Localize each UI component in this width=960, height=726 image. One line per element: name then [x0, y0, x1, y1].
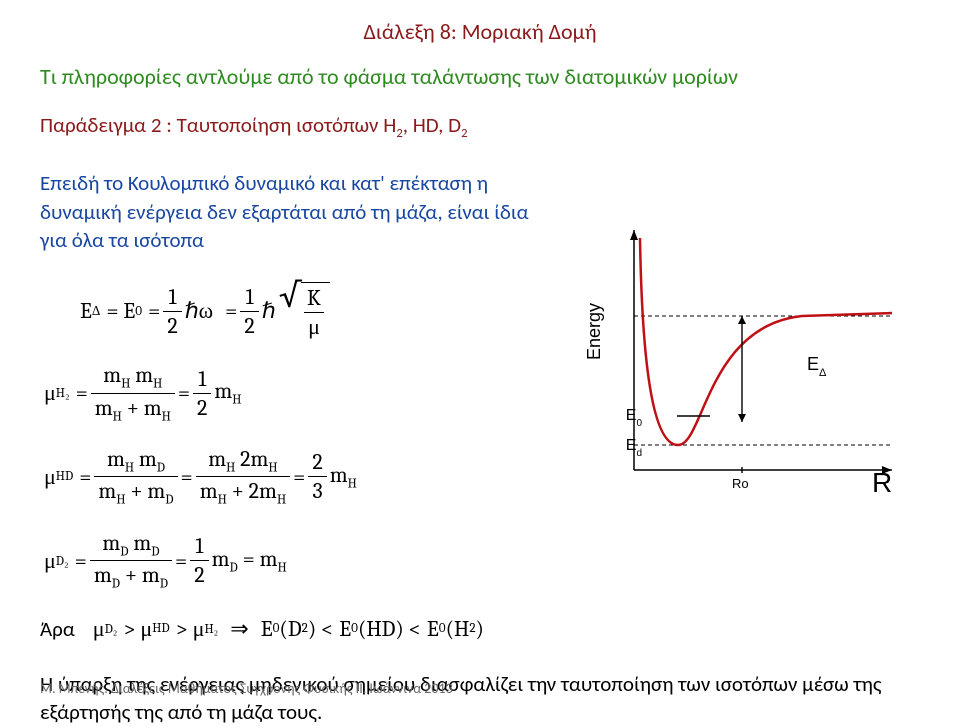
eq-mid: = E	[106, 298, 135, 324]
muHD-frac: mH mD mH + mD	[94, 446, 177, 508]
slide: Διάλεξη 8: Μοριακή Δομή Τι πληροφορίες α…	[0, 0, 960, 707]
ara-E2: E	[339, 616, 351, 642]
eq-lhs1: E	[80, 298, 92, 324]
conclusion: Η ύπαρξη της ενέργειας μηδενικού σημείου…	[40, 670, 900, 726]
ara-E2s: 0	[351, 621, 358, 636]
ara-label: Άρα	[40, 616, 75, 642]
eq-frac2-num: 1	[242, 284, 258, 311]
muHD-tail: mH	[330, 462, 357, 491]
muH2-sub: H₂	[56, 385, 70, 401]
body-paragraph: Επειδή το Κουλομπικό δυναμικό και κατ' ε…	[40, 169, 560, 254]
footer: Μ. Μπενής. Διαλέξεις Μαθήματος Σύγχρονης…	[40, 680, 453, 697]
ara-E2a: (HD) <	[358, 616, 421, 642]
eq-frac1-den: 2	[163, 311, 181, 339]
ara-E3a: (H	[446, 616, 470, 642]
muD2-half-den: 2	[190, 560, 208, 588]
eq-mid-sub: 0	[135, 304, 142, 319]
ara-muD2: μ	[93, 616, 105, 642]
ara-E1a: (D	[279, 616, 301, 642]
example-sub2: 2	[461, 126, 467, 141]
eq-sqrt-den: μ	[304, 312, 324, 340]
muD2-tail: mD = mH	[212, 546, 287, 575]
eq-hbar-omega: ℏω	[185, 298, 213, 324]
muD2-sym: μ	[44, 548, 56, 574]
muHD-23-num: 2	[308, 449, 326, 476]
ara-E1c: ) <	[308, 616, 333, 642]
muH2-half-num: 1	[194, 366, 210, 393]
muH2-tail: mH	[214, 378, 241, 407]
ara-gt2: > μ	[176, 616, 205, 642]
ara-line: Άρα μD₂ > μHD > μH₂ ⇒ E0 (D2) < E0 (HD) …	[40, 616, 920, 642]
muHD-sym: μ	[44, 464, 56, 490]
example-mid: , HD, D	[403, 112, 461, 138]
muHD-den: mH + mD	[94, 476, 177, 507]
eq-muD2: μD₂ = mD mD mD + mD = 1 2 mD = mH	[44, 530, 920, 592]
ara-arrow: ⇒	[230, 616, 248, 642]
example-pre: Παράδειγμα 2 : Ταυτοποίηση ισοτόπων H	[40, 112, 396, 138]
muH2-sym: μ	[44, 380, 56, 406]
svg-text:Energy: Energy	[584, 303, 604, 360]
muD2-half: 1 2	[190, 533, 208, 588]
eq-sqrt-num: K	[303, 285, 325, 312]
eq-frac2-den: 2	[240, 311, 258, 339]
muHD-frac2: mH 2mH mH + 2mH	[196, 446, 290, 508]
muH2-half: 1 2	[193, 366, 211, 421]
eq-frac1-num: 1	[165, 284, 181, 311]
muH2-num: mH mH	[99, 362, 166, 392]
muH2-den: mH + mH	[91, 393, 175, 424]
muD2-num: mD mD	[98, 530, 163, 560]
muHD-sub: HD	[56, 469, 73, 484]
ara-E3s: 0	[439, 621, 446, 636]
eq-lhs1-sub: Δ	[92, 303, 100, 319]
muD2-sub: D₂	[56, 553, 69, 569]
ara-E3c: )	[476, 616, 484, 642]
muD2-half-num: 1	[191, 533, 207, 560]
muHD-23-den: 3	[308, 476, 326, 504]
energy-chart: EnergyEΔE0EdRoR	[582, 210, 912, 510]
ara-muD2-sub: D₂	[105, 621, 118, 637]
heading: Τι πληροφορίες αντλούμε από το φάσμα ταλ…	[40, 63, 920, 90]
muD2-den: mD + mD	[90, 560, 172, 591]
muHD-23: 2 3	[308, 449, 326, 504]
ara-gt1: > μ	[123, 616, 152, 642]
ara-E1s: 0	[273, 621, 280, 636]
svg-text:EΔ: EΔ	[807, 354, 827, 379]
ara-muH2-sub: H₂	[204, 621, 218, 637]
ara-E1: E	[261, 616, 273, 642]
lecture-title: Διάλεξη 8: Μοριακή Δομή	[40, 18, 920, 45]
svg-text:R: R	[872, 467, 892, 498]
eq-frac1: 1 2	[163, 284, 181, 339]
muH2-frac: mH mH mH + mH	[91, 362, 175, 424]
eq-sqrt: √ K μ	[279, 282, 330, 340]
muH2-half-den: 2	[193, 393, 211, 421]
ara-muHD-sub: HD	[152, 621, 169, 636]
muHD-num: mH mD	[103, 446, 169, 476]
svg-text:Ro: Ro	[732, 476, 749, 491]
muHD-den2: mH + 2mH	[196, 476, 290, 507]
eq-frac2: 1 2	[240, 284, 258, 339]
example-line: Παράδειγμα 2 : Ταυτοποίηση ισοτόπων H 2, …	[40, 112, 920, 141]
muHD-num2: mH 2mH	[204, 446, 281, 476]
eq-hbar: ℏ	[262, 298, 276, 324]
ara-E3: E	[427, 616, 439, 642]
muD2-frac: mD mD mD + mD	[90, 530, 172, 592]
